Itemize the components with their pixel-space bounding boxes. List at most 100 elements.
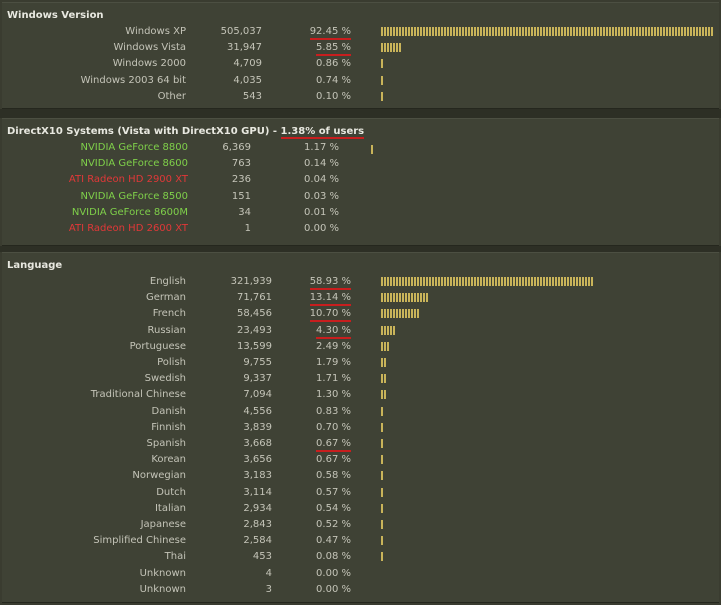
row-count: 3,656 [243, 454, 272, 466]
row-count: 3 [265, 583, 272, 595]
windows-version-row: Other 543 0.10 % [2, 89, 719, 105]
language-row: English 321,939 58.93 % [2, 274, 719, 290]
row-share-bar [381, 341, 390, 351]
windows-version-panel: Windows Version Windows XP 505,037 92.45 %… [2, 2, 719, 109]
row-label: Windows 2003 64 bit [80, 74, 186, 86]
row-label: NVIDIA GeForce 8600M [71, 206, 188, 218]
row-count: 9,337 [243, 373, 272, 385]
row-percent: 0.67 % [316, 438, 351, 452]
row-count: 3,668 [243, 438, 272, 449]
row-label: Swedish [144, 373, 186, 385]
row-label: ATI Radeon HD 2900 XT [68, 174, 188, 186]
row-label: Other [157, 90, 186, 102]
row-count: 7,094 [243, 389, 272, 401]
row-label: Portuguese [129, 340, 186, 352]
row-percent: 0.08 % [316, 551, 351, 563]
row-percent: 0.70 % [316, 421, 351, 433]
gpu-row: ATI Radeon HD 2900 XT 236 0.04 % [2, 172, 719, 188]
row-percent: 0.83 % [316, 405, 351, 417]
row-share-bar [381, 552, 383, 562]
row-label: Finnish [151, 421, 186, 433]
row-share-bar [381, 309, 420, 319]
row-label: German [145, 292, 186, 304]
row-percent: 0.86 % [316, 58, 351, 70]
row-percent: 0.03 % [304, 190, 339, 202]
row-share-bar [381, 487, 383, 497]
row-percent: 1.79 % [316, 357, 351, 368]
row-label: Traditional Chinese [90, 389, 186, 401]
row-count: 453 [252, 551, 272, 563]
row-label: Dutch [156, 486, 186, 498]
language-row: Danish 4,556 0.83 % [2, 404, 719, 420]
row-percent: 2.49 % [316, 340, 351, 352]
row-share-bar [381, 422, 384, 432]
row-count: 2,843 [243, 519, 272, 530]
language-row: Finnish 3,839 0.70 % [2, 420, 719, 436]
language-row: Unknown 3 0.00 % [2, 582, 719, 598]
row-count: 2,934 [243, 502, 272, 514]
language-row: Swedish 9,337 1.71 % [2, 371, 719, 387]
section-divider [0, 246, 721, 252]
row-percent: 13.14 % [309, 292, 351, 307]
language-title: Language [7, 260, 63, 271]
row-percent: 10.70 % [309, 308, 351, 323]
row-label: English [149, 276, 186, 287]
row-count: 71,761 [237, 292, 272, 304]
row-percent: 0.00 % [316, 567, 351, 579]
row-label: Korean [151, 454, 186, 466]
row-count: 321,939 [230, 276, 272, 287]
row-share-bar [381, 27, 714, 36]
row-share-bar [381, 75, 384, 85]
row-count: 4,556 [243, 405, 272, 417]
row-label: Unknown [139, 567, 186, 579]
row-percent: 4.30 % [316, 325, 351, 339]
row-label: Spanish [146, 438, 187, 449]
row-share-bar [381, 406, 384, 416]
directx10-title: DirectX10 Systems (Vista with DirectX10 … [7, 126, 365, 139]
row-percent: 0.74 % [316, 74, 351, 86]
directx10-title-highlight: 1.38% of users [280, 126, 365, 139]
language-row: German 71,761 13.14 % [2, 290, 719, 307]
row-label: Japanese [140, 519, 186, 530]
windows-version-row: Windows XP 505,037 92.45 % [2, 24, 719, 40]
language-row: French 58,456 10.70 % [2, 306, 719, 323]
row-share-bar [381, 503, 383, 513]
row-share-bar [381, 91, 383, 101]
row-count: 4,709 [233, 58, 262, 70]
language-row: Portuguese 13,599 2.49 % [2, 339, 719, 355]
row-percent: 92.45 % [309, 26, 351, 40]
language-row: Traditional Chinese 7,094 1.30 % [2, 387, 719, 403]
row-label: ATI Radeon HD 2600 XT [68, 223, 188, 234]
row-count: 23,493 [237, 324, 272, 336]
row-share-bar [381, 471, 383, 481]
row-share-bar [381, 439, 383, 448]
row-percent: 1.30 % [316, 389, 351, 401]
row-count: 151 [231, 190, 251, 202]
row-share-bar [381, 358, 387, 367]
row-share-bar [381, 277, 593, 286]
row-count: 1 [244, 223, 251, 234]
language-row: Italian 2,934 0.54 % [2, 501, 719, 517]
language-row: Korean 3,656 0.67 % [2, 452, 719, 468]
row-percent: 0.10 % [316, 90, 351, 102]
row-percent: 1.71 % [316, 373, 351, 385]
row-count: 58,456 [237, 308, 272, 320]
row-percent: 0.14 % [304, 158, 339, 170]
language-panel: Language English 321,939 58.93 % German 71,7… [2, 252, 719, 603]
row-label: Norwegian [132, 470, 186, 482]
row-count: 31,947 [227, 42, 262, 54]
language-row: Norwegian 3,183 0.58 % [2, 468, 719, 484]
row-share-bar [381, 390, 386, 400]
row-count: 236 [231, 174, 251, 186]
row-count: 2,584 [243, 535, 272, 547]
section-divider [0, 109, 721, 118]
row-label: French [152, 308, 186, 320]
row-label: NVIDIA GeForce 8800 [80, 142, 188, 153]
row-label: NVIDIA GeForce 8600 [80, 158, 188, 170]
language-row: Thai 453 0.08 % [2, 549, 719, 565]
gpu-row: ATI Radeon HD 2600 XT 1 0.00 % [2, 221, 719, 237]
row-label: Danish [151, 405, 187, 417]
row-count: 34 [238, 206, 251, 218]
gpu-row: NVIDIA GeForce 8800 6,369 1.17 % [2, 140, 719, 156]
row-percent: 1.17 % [304, 142, 339, 153]
